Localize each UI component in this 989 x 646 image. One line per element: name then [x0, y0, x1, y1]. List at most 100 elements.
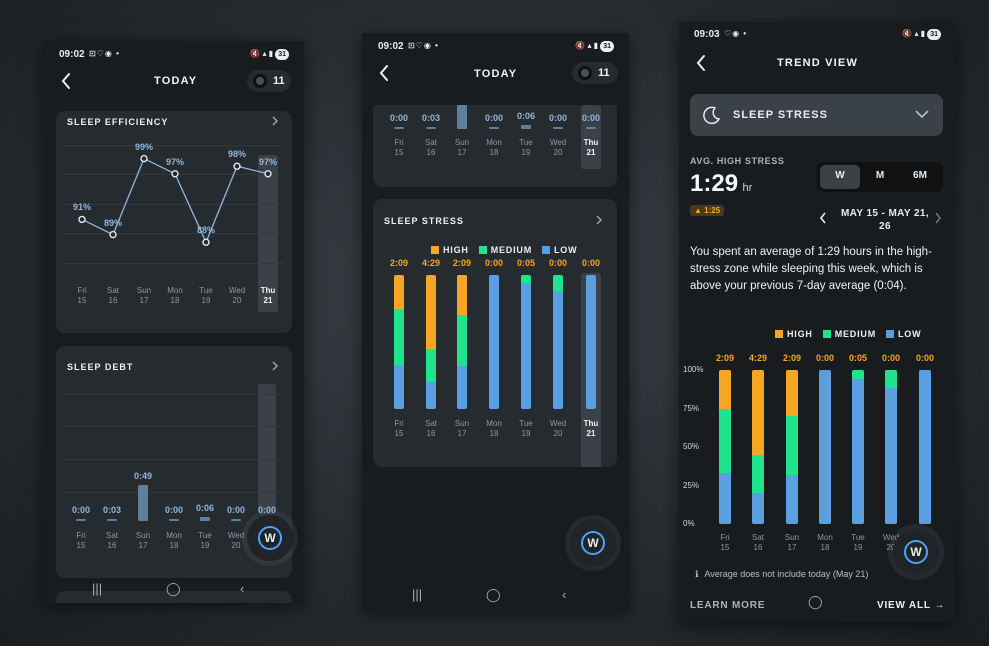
stress-total-label: 4:29: [421, 258, 440, 268]
stress-total-label: 0:05: [516, 258, 535, 268]
grid-line: [64, 394, 284, 395]
day-label: Tue 19: [199, 286, 213, 305]
chevron-right-icon[interactable]: [934, 212, 942, 224]
efficiency-value-label: 97%: [258, 156, 277, 167]
status-time: 09:02: [378, 41, 404, 52]
avg-unit: hr: [742, 182, 753, 194]
avg-value-group: 1:29 hr: [690, 170, 752, 198]
home-icon[interactable]: ◯: [486, 587, 501, 602]
recents-icon[interactable]: |||: [412, 587, 423, 602]
debt-value-label: 0:00: [257, 505, 276, 515]
efficiency-point: [233, 162, 241, 170]
day-label: Wed 20: [882, 533, 900, 552]
stress-legend: HIGH MEDIUM LOW: [431, 245, 577, 255]
recents-icon[interactable]: |||: [92, 581, 103, 596]
stress-bar-medium: [786, 416, 798, 475]
stress-bar-low: [819, 370, 831, 524]
tab-month[interactable]: M: [875, 170, 885, 181]
stress-bar-medium: [885, 370, 897, 389]
chevron-right-icon: [596, 215, 603, 225]
learn-more-link[interactable]: LEARN MORE: [690, 600, 766, 611]
day-label: Mon 18: [486, 419, 502, 438]
efficiency-point: [202, 238, 210, 246]
back-nav-icon[interactable]: ‹: [562, 587, 567, 602]
date-range: MAY 15 - MAY 21, 26: [840, 208, 930, 232]
stress-bar-high: [786, 370, 798, 417]
period-tabs: W M 6M: [817, 162, 943, 192]
status-bar: 09:02 ⊡♡◉ • 🔇 ▴ ▮ 31: [59, 49, 289, 69]
stress-bar-low: [586, 275, 596, 409]
back-arrow-icon[interactable]: [60, 72, 72, 90]
back-nav-icon[interactable]: ‹: [240, 581, 245, 596]
debt-bar: [231, 519, 241, 521]
debt-bar: [586, 127, 596, 129]
summary-text: You spent an average of 1:29 hours in th…: [690, 246, 932, 292]
grid-line: [64, 492, 284, 493]
status-time: 09:02: [59, 49, 85, 60]
y-tick-label: 0%: [683, 519, 695, 528]
stress-bar: [819, 370, 831, 524]
tab-six-months[interactable]: 6M: [913, 170, 927, 181]
metric-dropdown[interactable]: SLEEP STRESS: [690, 94, 943, 136]
day-label: Mon 18: [817, 533, 833, 552]
debt-value-label: 0:00: [389, 113, 408, 123]
day-label: Tue 19: [519, 419, 533, 438]
day-label: Sun 17: [454, 138, 470, 157]
ring-icon: [578, 66, 592, 80]
sleep-efficiency-card[interactable]: SLEEP EFFICIENCY 91% 89% 99% 97% 88% 98% 97% Fr…: [56, 111, 292, 333]
notification-icons: ⊡♡◉ •: [89, 49, 120, 58]
legend-high: HIGH: [431, 245, 469, 255]
stress-bar-high: [719, 370, 731, 409]
chevron-left-icon[interactable]: [819, 212, 827, 224]
stress-bar-low: [489, 275, 499, 409]
home-icon[interactable]: ◯: [166, 581, 181, 596]
avg-label: AVG. HIGH STRESS: [690, 156, 785, 166]
whoop-assistant-button[interactable]: W: [570, 520, 616, 566]
sleep-stress-card[interactable]: SLEEP STRESS HIGH MEDIUM LOW 2:09 4:29 2:0…: [373, 199, 617, 467]
day-label: Sun 17: [136, 286, 152, 305]
sleep-debt-card-partial[interactable]: 0:00 0:03 0:00 0:06 0:00 0:00 Fri 15 Sat 16 Sun 17 M…: [373, 105, 617, 187]
debt-value-label: 0:06: [195, 502, 214, 513]
stress-bar-low: [919, 370, 931, 524]
up-triangle-icon: ▲: [694, 206, 702, 215]
stress-bar-low: [786, 474, 798, 524]
stress-bar-low: [553, 291, 563, 409]
card-title: SLEEP DEBT: [67, 362, 134, 372]
grid-line: [64, 233, 284, 234]
debt-value-label: 0:00: [548, 113, 567, 123]
card-title: SLEEP STRESS: [384, 216, 464, 226]
day-label: Tue 19: [851, 533, 865, 552]
tab-week[interactable]: W: [820, 165, 860, 189]
whoop-assistant-button[interactable]: W: [247, 515, 293, 561]
stress-total-label: 0:00: [548, 258, 567, 268]
stress-bar-medium: [752, 454, 764, 494]
debt-value-label: 0:00: [71, 505, 90, 515]
battery-badge: 31: [927, 29, 941, 40]
android-nav-bar: ||| ◯ ‹: [44, 577, 304, 601]
strain-badge-value: 11: [273, 75, 285, 87]
next-card-peek: [56, 591, 292, 603]
view-all-link[interactable]: VIEW ALL →: [876, 600, 945, 611]
stress-bar: [586, 275, 596, 409]
strain-badge-button[interactable]: 11: [247, 70, 291, 92]
stress-bar-low: [852, 379, 864, 524]
legend-low: LOW: [542, 245, 577, 255]
day-label: Wed 20: [228, 286, 246, 305]
debt-value-label: 0:00: [484, 113, 503, 123]
day-label: Fri 15: [77, 286, 87, 305]
y-tick-label: 75%: [683, 403, 700, 413]
back-arrow-icon[interactable]: [695, 54, 707, 72]
efficiency-line-svg: [78, 154, 272, 246]
back-arrow-icon[interactable]: [378, 64, 390, 82]
grid-line: [64, 145, 284, 146]
day-label: Sat 16: [424, 419, 437, 438]
system-icons: 🔇 ▴ ▮ 31: [902, 29, 941, 40]
day-label: Fri 15: [720, 533, 730, 552]
home-icon[interactable]: ◯: [808, 594, 823, 609]
chevron-right-icon: [272, 361, 279, 371]
whoop-assistant-button[interactable]: W: [893, 529, 939, 575]
strain-badge-button[interactable]: 11: [572, 62, 618, 84]
stress-bar-medium: [852, 370, 864, 380]
legend-medium: MEDIUM: [478, 245, 532, 255]
efficiency-value-label: 89%: [103, 217, 122, 228]
